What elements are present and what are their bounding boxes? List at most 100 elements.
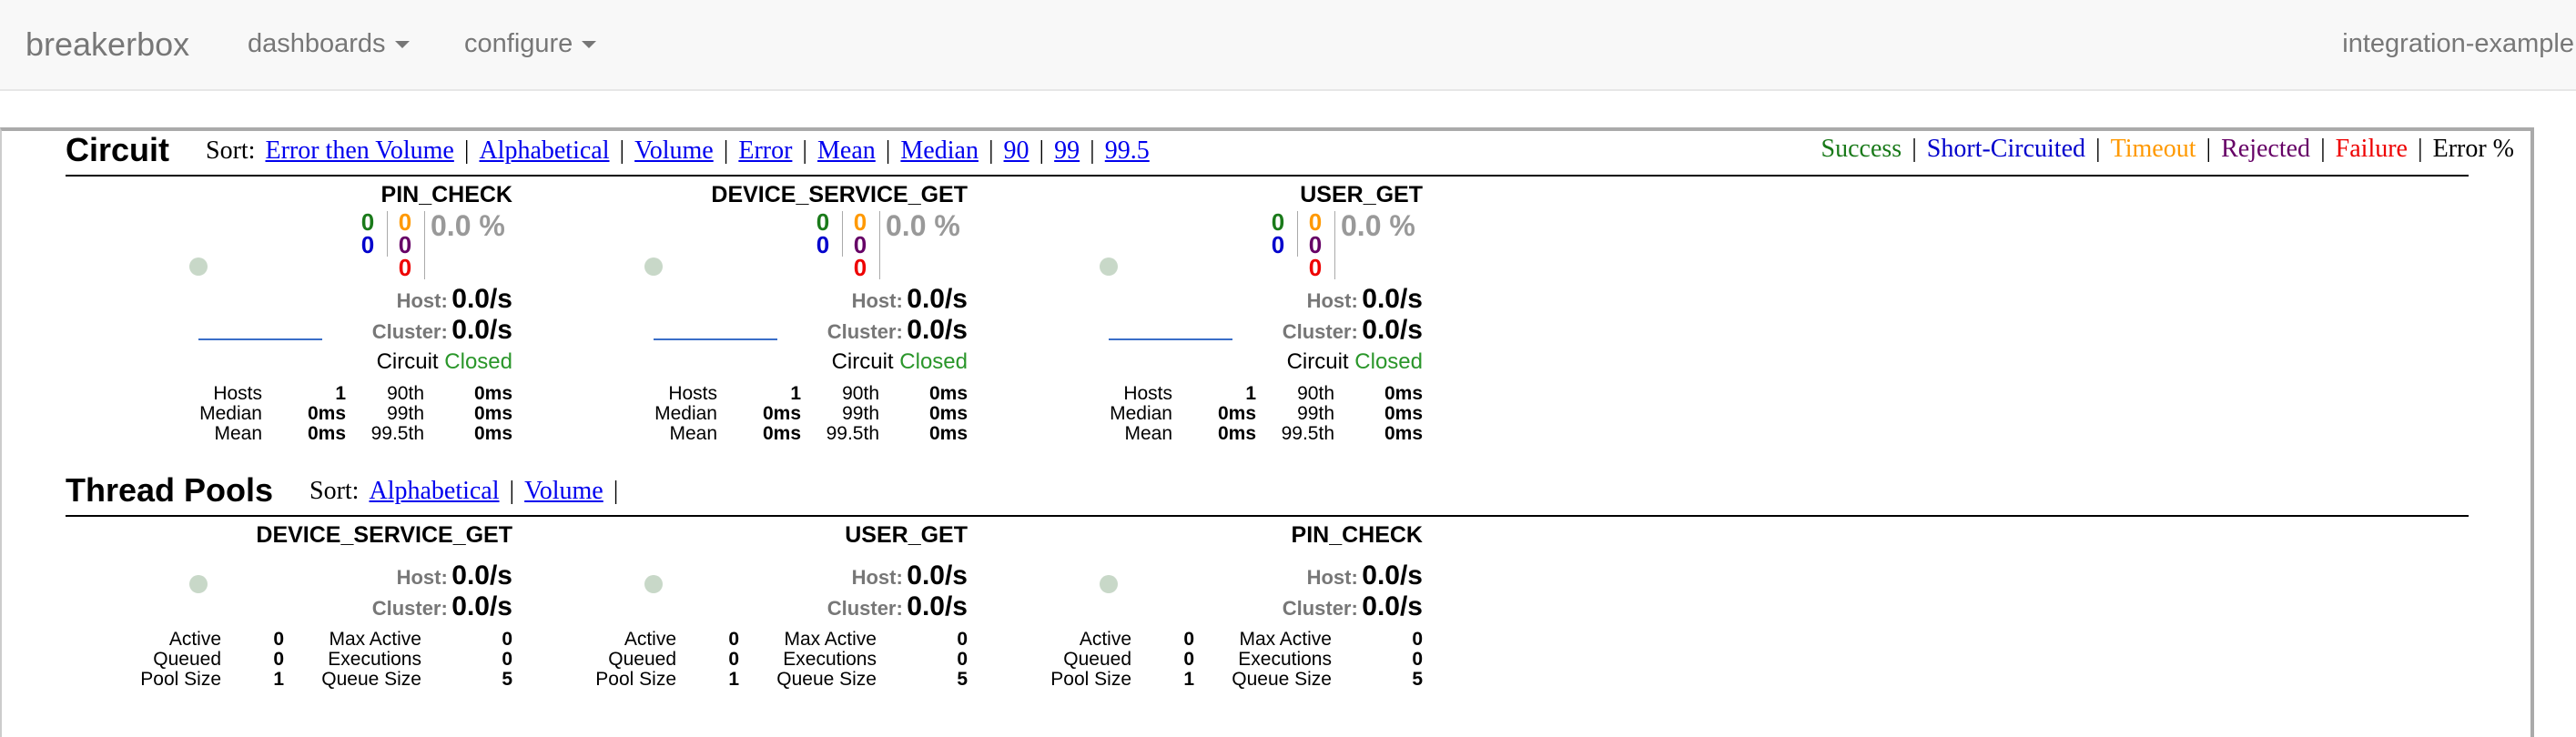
- sort-separator: |: [509, 477, 515, 505]
- circuit-status: Closed: [444, 349, 512, 374]
- success-count: 0: [816, 208, 830, 236]
- rejected-count: 0: [398, 231, 412, 258]
- legend-separator: |: [1912, 135, 1917, 163]
- sort-option-link[interactable]: Error: [738, 136, 793, 165]
- sort-option-link[interactable]: 99.5: [1104, 136, 1150, 165]
- stat-value: 0: [728, 649, 739, 670]
- stat-value: 0ms: [473, 423, 512, 444]
- cluster-label: Cluster:: [827, 597, 903, 620]
- stat-value: 0: [957, 649, 968, 670]
- circuit-name: USER_GET: [1300, 182, 1423, 207]
- configure-menu[interactable]: configure: [464, 29, 597, 59]
- stat-label: Max Active: [1239, 629, 1332, 650]
- sort-option-link[interactable]: 99: [1054, 136, 1080, 165]
- host-label: Host:: [396, 566, 448, 589]
- sort-option-link[interactable]: Error then Volume: [265, 136, 454, 165]
- stat-value: 0: [1183, 629, 1194, 650]
- circuit-name: PIN_CHECK: [380, 182, 512, 207]
- sort-option-link[interactable]: Mean: [817, 136, 876, 165]
- host-rate-row: Host: 0.0/s: [1307, 560, 1423, 591]
- stat-label: Median: [654, 403, 717, 424]
- brand-link[interactable]: breakerbox: [25, 25, 190, 63]
- circuit-label: Circuit: [831, 349, 894, 374]
- cluster-label: Cluster:: [1282, 597, 1358, 620]
- stat-value: 0ms: [1217, 403, 1256, 424]
- dashboard-content: [0, 127, 2534, 737]
- stat-value: 0ms: [762, 423, 801, 444]
- cluster-rate-row: Cluster: 0.0/s: [1283, 591, 1423, 622]
- count-divider: [842, 211, 843, 257]
- stat-value: 0: [957, 629, 968, 650]
- success-count: 0: [360, 208, 375, 236]
- thread-pools-sort-bar: Sort: Alphabetical | Volume |: [309, 477, 628, 506]
- health-dot-icon: [1100, 575, 1118, 593]
- health-dot-icon: [644, 257, 663, 276]
- sort-label: Sort:: [309, 477, 360, 505]
- health-dot-icon: [644, 575, 663, 593]
- thread-pool-name: USER_GET: [845, 522, 968, 548]
- legend-item: Rejected: [2221, 135, 2311, 163]
- legend-item: Error %: [2432, 135, 2514, 163]
- host-label: Host:: [851, 566, 903, 589]
- sort-option-link[interactable]: Alphabetical: [369, 477, 500, 505]
- stat-value: 0: [273, 649, 284, 670]
- stat-value: 1: [273, 669, 284, 690]
- host-rate: 0.0/s: [451, 560, 512, 591]
- stat-value: 5: [502, 669, 512, 690]
- stat-value: 0ms: [1384, 423, 1423, 444]
- stat-value: 5: [957, 669, 968, 690]
- legend-item: Timeout: [2110, 135, 2196, 163]
- sort-separator: |: [613, 477, 619, 505]
- stat-label: 99.5th: [1281, 423, 1334, 444]
- chevron-down-icon: [582, 41, 597, 49]
- dashboards-menu[interactable]: dashboards: [248, 29, 410, 59]
- host-label: Host:: [851, 289, 903, 312]
- stat-label: Queued: [608, 649, 676, 670]
- stat-label: 99.5th: [370, 423, 424, 444]
- short-circuited-count: 0: [360, 231, 375, 258]
- host-rate: 0.0/s: [1362, 560, 1423, 591]
- sort-separator: |: [1039, 136, 1045, 165]
- sort-option-link[interactable]: Volume: [524, 477, 603, 505]
- stat-value: 5: [1412, 669, 1423, 690]
- stat-label: Active: [168, 629, 221, 650]
- circuit-label: Circuit: [376, 349, 439, 374]
- thread-pools-section-title: Thread Pools: [66, 471, 274, 509]
- host-label: Host:: [1306, 289, 1358, 312]
- cluster-rate-row: Cluster: 0.0/s: [372, 591, 512, 622]
- stat-value: 0ms: [1384, 403, 1423, 424]
- stat-value: 0: [1412, 629, 1423, 650]
- circuit-status-row: Circuit Closed: [832, 349, 968, 375]
- circuit-status: Closed: [899, 349, 968, 374]
- stat-value: 0ms: [928, 403, 968, 424]
- sort-separator: |: [723, 136, 729, 165]
- environment-label: integration-example: [2342, 29, 2574, 58]
- sort-option-link[interactable]: 90: [1003, 136, 1029, 165]
- sort-option-link[interactable]: Median: [900, 136, 979, 165]
- legend-item: Success: [1820, 135, 1902, 163]
- stat-label: Pool Size: [140, 669, 221, 690]
- sort-option-link[interactable]: Alphabetical: [479, 136, 610, 165]
- failure-count: 0: [398, 254, 412, 281]
- sort-separator: |: [1090, 136, 1095, 165]
- count-divider: [1297, 211, 1298, 257]
- cluster-rate: 0.0/s: [1362, 591, 1423, 621]
- stat-label: Mean: [1124, 423, 1172, 444]
- stat-label: Median: [199, 403, 262, 424]
- sort-option-link[interactable]: Volume: [634, 136, 714, 165]
- legend-item: Short-Circuited: [1926, 135, 2085, 163]
- stat-value: 0ms: [473, 383, 512, 404]
- dashboards-label: dashboards: [248, 29, 386, 58]
- thread-pool-name: PIN_CHECK: [1291, 522, 1423, 548]
- stat-label: Queue Size: [776, 669, 877, 690]
- legend-separator: |: [2320, 135, 2326, 163]
- stat-label: Pool Size: [595, 669, 676, 690]
- host-rate-row: Host: 0.0/s: [1307, 284, 1423, 315]
- stat-label: Median: [1110, 403, 1172, 424]
- circuit-legend: Success | Short-Circuited | Timeout | Rejected…: [1821, 135, 2514, 164]
- health-dot-icon: [189, 575, 208, 593]
